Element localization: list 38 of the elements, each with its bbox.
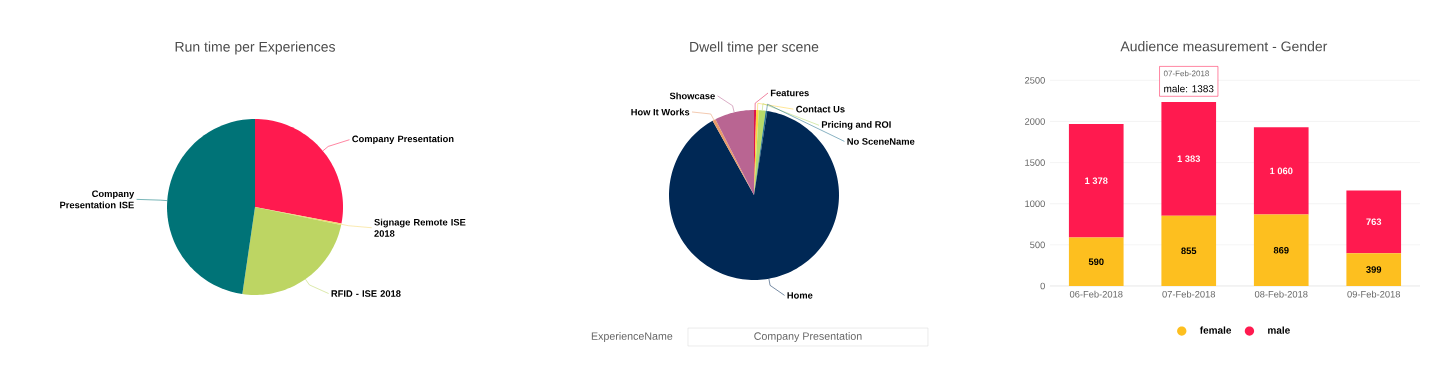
slice-label: Contact Us (796, 105, 845, 113)
x-tick-label: 06-Feb-2018 (1069, 290, 1123, 298)
x-tick-label: 07-Feb-2018 (1162, 290, 1216, 298)
slice-label: No SceneName (847, 138, 915, 145)
slice-label: Signage Remote ISE 2018 (374, 218, 466, 237)
chart-title: Dwell time per scene (690, 41, 819, 55)
slice-label: Company Presentation ISE (60, 190, 135, 209)
y-tick-label: 1500 (1025, 159, 1045, 166)
data-label: 763 (1366, 218, 1382, 226)
x-tick-label: 08-Feb-2018 (1254, 290, 1308, 298)
data-label: 855 (1181, 247, 1197, 255)
data-label: 1 378 (1085, 177, 1108, 185)
slice-label: Pricing and ROI (821, 120, 891, 130)
chart-title: Run time per Experiences (175, 41, 335, 55)
annotation: male: 1383 (1164, 84, 1214, 93)
y-tick-label: 1000 (1025, 200, 1045, 208)
annotation: 07-Feb-2018 (1163, 70, 1209, 77)
slice-label: Showcase (669, 92, 715, 100)
data-label: 590 (1088, 258, 1104, 266)
y-tick-label: 0 (1040, 282, 1045, 290)
text: Company Presentation (754, 332, 862, 342)
slice-label: Company Presentation (352, 135, 454, 145)
data-label: 1 060 (1270, 167, 1293, 175)
slice-label: Home (787, 292, 813, 299)
text: ExperienceName (591, 332, 673, 342)
data-label: 1 383 (1177, 155, 1201, 163)
x-tick-label: 09-Feb-2018 (1347, 290, 1401, 298)
slice-label: RFID - ISE 2018 (331, 290, 401, 297)
legend-label: male (1268, 326, 1290, 334)
slice-label: Features (770, 89, 809, 97)
data-label: 869 (1273, 246, 1289, 254)
y-tick-label: 2000 (1024, 118, 1045, 125)
slice-label: How It Works (631, 108, 690, 116)
chart-title: Audience measurement - Gender (1120, 41, 1328, 52)
y-tick-label: 2500 (1024, 77, 1045, 84)
y-tick-label: 500 (1030, 241, 1045, 249)
legend-label: female (1199, 326, 1232, 334)
data-label: 399 (1366, 266, 1382, 273)
